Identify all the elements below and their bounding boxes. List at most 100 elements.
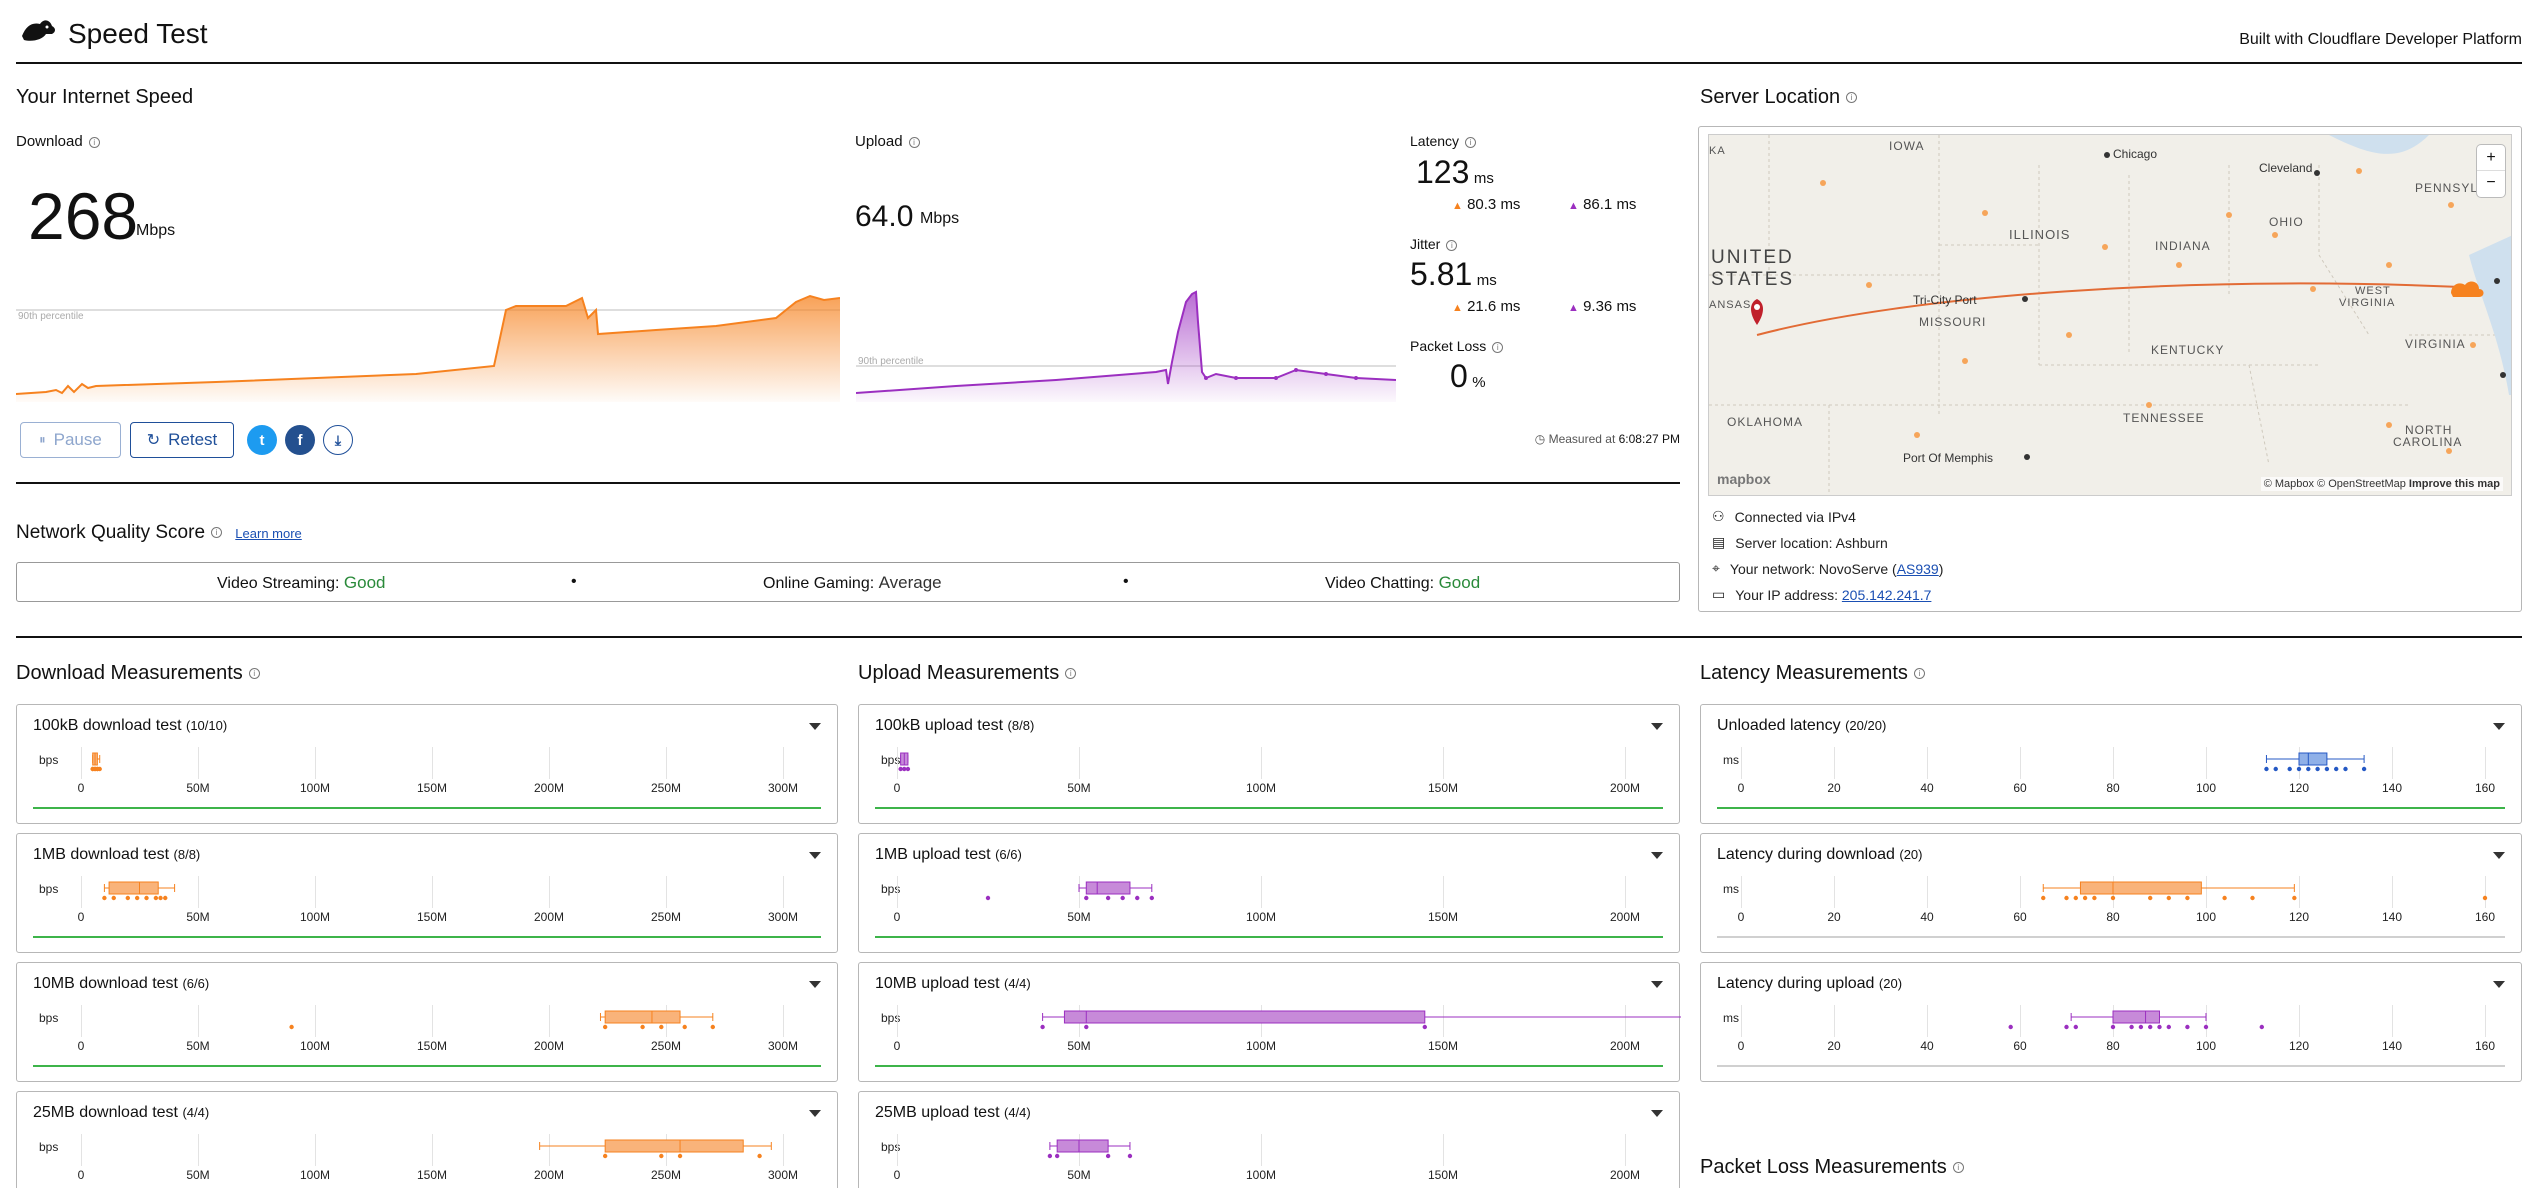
axis-tick-label: 250M [650,781,682,795]
chevron-down-icon[interactable] [809,852,821,859]
info-icon[interactable]: i [1465,136,1477,148]
axis-tick-label: 200M [533,910,565,924]
info-icon[interactable]: i [1846,92,1858,104]
chevron-down-icon[interactable] [1651,981,1663,988]
axis-tick-label: 20 [1827,910,1841,924]
jitter-down-wrap: ▲ 21.6 ms [1452,298,1520,315]
download-measurements-title-wrap: Download Measurements i [16,662,260,685]
gaming-label: Online Gaming: [763,575,875,592]
grid-line [198,747,199,779]
axis-tick-label: 300M [767,1039,799,1053]
measurement-card[interactable]: 25MB download test (4/4) bps 0 50M 100M 150M 2… [16,1091,838,1188]
chevron-down-icon[interactable] [1651,723,1663,730]
grid-line [2020,1005,2021,1037]
server-title: Server Location [1700,86,1841,108]
measurement-card[interactable]: 100kB download test (10/10) bps 0 50M 100M 15… [16,704,838,824]
grid-line [198,1134,199,1166]
map-zoom-controls: + − [2477,145,2505,197]
data-point [677,1153,683,1159]
info-icon[interactable]: i [1913,668,1925,680]
box [1063,1010,1426,1024]
measurement-card[interactable]: 1MB upload test (6/6) bps 0 50M 100M 150M 200M [858,833,1680,953]
axis-tick-label: 60 [2013,781,2027,795]
chevron-down-icon[interactable] [2493,723,2505,730]
zoom-out-button[interactable]: − [2486,174,2496,191]
map-attribution-text[interactable]: © Mapbox © OpenStreetMap [2263,478,2406,490]
measurement-card[interactable]: 25MB upload test (4/4) bps 0 50M 100M 150M 200… [858,1091,1680,1188]
axis-tick-label: 50M [186,910,210,924]
upload-measurements-title: Upload Measurements [858,662,1060,684]
chevron-down-icon[interactable] [2493,981,2505,988]
info-icon[interactable]: i [1446,239,1458,251]
map-attribution: © Mapbox © OpenStreetMap Improve this ma… [2260,477,2503,491]
data-point [2324,766,2330,772]
measurement-card[interactable]: 10MB upload test (4/4) bps 0 50M 100M 150M 200… [858,962,1681,1082]
measurement-card[interactable]: 100kB upload test (8/8) bps 0 50M 100M 150M 20… [858,704,1680,824]
data-point [659,1153,664,1159]
chevron-down-icon[interactable] [809,981,821,988]
status-line [875,1065,1663,1067]
upload-chart [856,290,1396,402]
gaming-score: Online Gaming: Average [763,573,942,593]
box [604,1010,681,1024]
mapbox-logo[interactable]: mapbox [1717,471,1771,487]
measurement-card[interactable]: Latency during upload (20) ms 0 20 40 60 80 100… [1700,962,2522,1082]
measured-at-wrap: ◷ Measured at 6:08:27 PM [1535,432,1680,446]
asn-link[interactable]: AS939 [1896,560,1939,577]
chevron-down-icon[interactable] [1651,852,1663,859]
facebook-share-icon[interactable]: f [285,425,315,455]
info-icon[interactable]: i [1952,1162,1964,1174]
data-point [1120,895,1125,901]
info-icon[interactable]: i [248,668,260,680]
map-label: KA [1709,145,1726,157]
chevron-down-icon[interactable] [809,1110,821,1117]
ip-link[interactable]: 205.142.241.7 [1841,586,1932,603]
axis-tick-label: 20 [1827,781,1841,795]
grid-line [432,1134,433,1166]
chevron-down-icon[interactable] [2493,852,2505,859]
pause-button[interactable]: ⏸ Pause [20,422,121,458]
upload-value: 64.0 [855,200,914,233]
grid-line [1625,876,1626,908]
measurement-count: (10/10) [186,718,228,733]
zoom-in-button[interactable]: + [2477,145,2505,171]
measurement-card[interactable]: Unloaded latency (20/20) ms 0 20 40 60 80 100 12… [1700,704,2522,824]
info-icon[interactable]: i [88,136,100,148]
learn-more-link[interactable]: Learn more [235,526,302,541]
box-plot [985,881,1154,901]
measurement-card[interactable]: 1MB download test (8/8) bps 0 50M 100M 150M 20… [16,833,838,953]
info-icon[interactable]: i [1492,341,1504,353]
retest-button[interactable]: ↻ Retest [130,422,234,458]
latency-label-wrap: Latency i [1410,133,1477,149]
chevron-down-icon[interactable] [1651,1110,1663,1117]
improve-map-link[interactable]: Improve this map [2408,478,2500,490]
grid-line [1443,876,1444,908]
measurement-title: Unloaded latency (20/20) [1717,717,1886,735]
latency-up-unit: ms [1616,196,1637,213]
quality-title: Network Quality Score [16,522,206,543]
app-logo [18,16,58,46]
info-icon[interactable]: i [211,527,223,539]
axis-tick-label: 100 [2195,781,2217,795]
server-map[interactable]: KA IOWA Chicago Cleveland OHIO PENNSYLVA… [1708,134,2512,496]
axis-tick-label: 150M [1427,1168,1459,1182]
map-label: Chicago [2113,147,2158,161]
axis-tick-label: 0 [1737,910,1745,924]
data-point [289,1024,294,1030]
grid-line [81,1005,82,1037]
axis-tick-label: 160 [2474,910,2496,924]
data-point [2092,895,2097,901]
info-icon[interactable]: i [908,136,920,148]
download-results-icon[interactable]: ⤓ [323,425,353,455]
jitter-label-wrap: Jitter i [1410,236,1458,252]
measurement-card[interactable]: Latency during download (20) ms 0 20 40 60 80 1… [1700,833,2522,953]
data-point [2008,1024,2013,1030]
data-point [2148,895,2153,901]
axis-tick-label: 150M [1427,1039,1459,1053]
measurement-card[interactable]: 10MB download test (6/6) bps 0 50M 100M 150M 2… [16,962,838,1082]
data-point [2203,1024,2209,1030]
chevron-down-icon[interactable] [809,723,821,730]
upload-measurements-title-wrap: Upload Measurements i [858,662,1077,685]
info-icon[interactable]: i [1065,668,1077,680]
twitter-share-icon[interactable]: t [247,425,277,455]
